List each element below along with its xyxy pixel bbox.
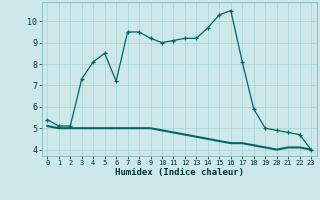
X-axis label: Humidex (Indice chaleur): Humidex (Indice chaleur) xyxy=(115,168,244,177)
